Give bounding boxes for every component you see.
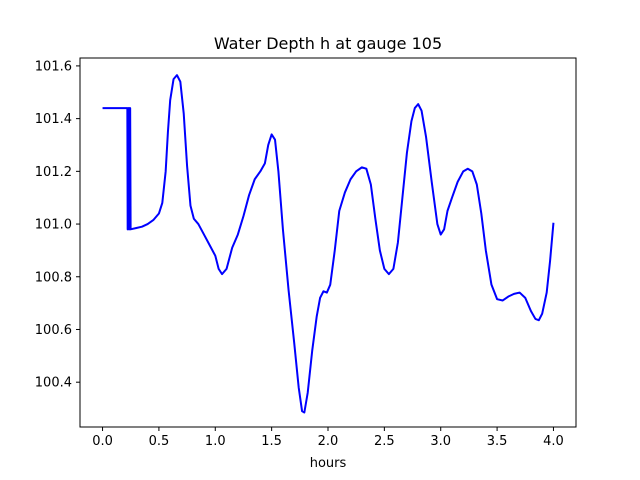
- x-tick-label: 1.5: [261, 434, 282, 449]
- chart-title: Water Depth h at gauge 105: [214, 34, 442, 53]
- x-tick-label: 3.5: [487, 434, 508, 449]
- axes: 0.0 0.5 1.0 1.5 2.0 2.5 3.0 3.5 4.0 100.4 100.6 100…: [35, 57, 577, 449]
- series-line-0: [102, 74, 555, 414]
- y-tick-label: 100.4: [35, 376, 72, 391]
- x-tick-label: 0.5: [149, 434, 170, 449]
- x-tick-label: 1.0: [205, 434, 226, 449]
- x-tick-label: 0.0: [92, 434, 113, 449]
- y-tick-label: 100.6: [35, 323, 72, 338]
- x-tick-label: 2.5: [374, 434, 395, 449]
- plot-area: [102, 74, 555, 414]
- y-tick-label: 101.2: [35, 165, 72, 180]
- x-axis-label: hours: [310, 456, 347, 471]
- x-tick-label: 2.0: [318, 434, 339, 449]
- y-tick-label: 101.0: [35, 218, 72, 233]
- y-tick-label: 101.6: [35, 59, 72, 74]
- y-tick-label: 100.8: [35, 270, 72, 285]
- y-tick-label: 101.4: [35, 112, 72, 127]
- x-tick-label: 3.0: [430, 434, 451, 449]
- x-tick-label: 4.0: [543, 434, 564, 449]
